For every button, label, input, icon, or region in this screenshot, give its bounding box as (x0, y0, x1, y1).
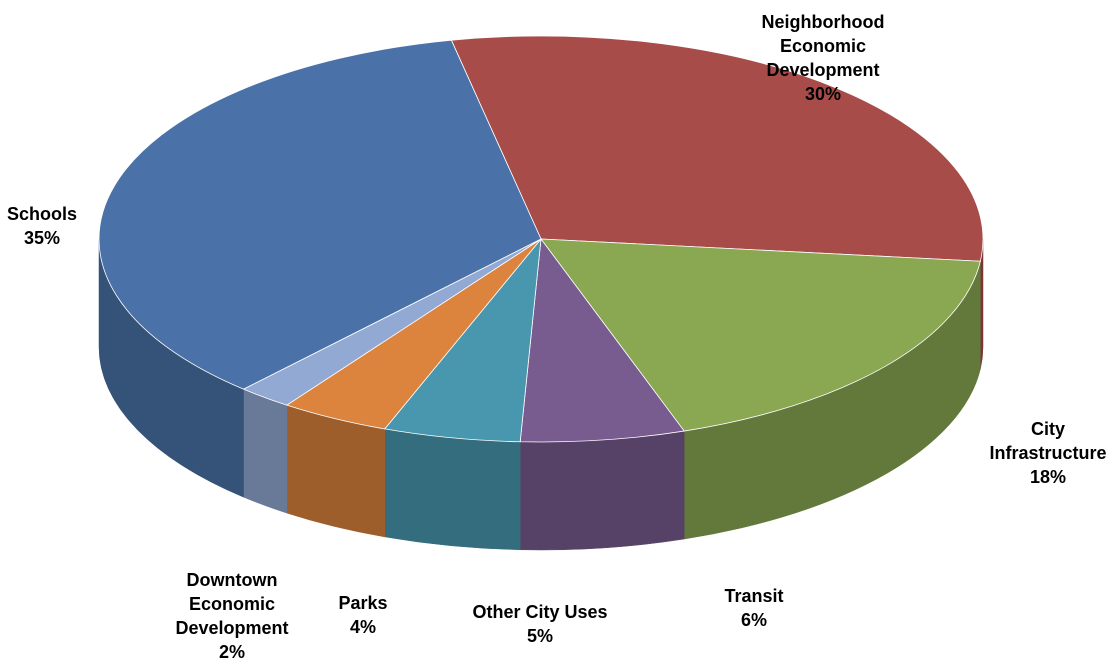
slice-label-percent: 35% (24, 228, 60, 248)
pie-slices (98, 35, 984, 443)
slice-label-city-infrastructure: City Infrastructure 18% (989, 419, 1106, 487)
slice-label-line: Economic (780, 36, 866, 56)
slice-label-line: Development (175, 618, 288, 638)
pie-side-downtown-economic-development (243, 388, 288, 514)
slice-label-schools: Schools 35% (7, 204, 77, 248)
slice-label-percent: 5% (527, 626, 553, 646)
pie-sides (98, 238, 984, 551)
slice-label-line: Development (766, 60, 879, 80)
pie-side-other-city-uses (384, 428, 521, 551)
slice-label-transit: Transit 6% (724, 586, 783, 630)
pie-slice-city-infrastructure (540, 238, 981, 432)
slice-label-neighborhood-economic-development: Neighborhood Economic Development 30% (762, 12, 885, 104)
slice-label-other-city-uses: Other City Uses 5% (472, 602, 607, 646)
slice-label-downtown-economic-development: Downtown Economic Development 2% (175, 570, 288, 662)
pie-slice-neighborhood-economic-development (450, 35, 984, 262)
slice-label-line: Transit (724, 586, 783, 606)
slice-label-percent: 30% (805, 84, 841, 104)
slice-label-percent: 6% (741, 610, 767, 630)
pie-side-transit (519, 430, 685, 551)
pie-slice-transit (519, 237, 685, 443)
slice-label-line: Other City Uses (472, 602, 607, 622)
slice-labels: Neighborhood Economic Development 30% City In… (7, 12, 1107, 662)
slice-label-percent: 18% (1030, 467, 1066, 487)
slice-label-line: Infrastructure (989, 443, 1106, 463)
slice-label-line: Schools (7, 204, 77, 224)
slice-label-percent: 2% (219, 642, 245, 662)
slice-label-line: City (1031, 419, 1065, 439)
slice-label-line: Economic (189, 594, 275, 614)
slice-label-parks: Parks 4% (338, 593, 387, 637)
slice-label-line: Neighborhood (762, 12, 885, 32)
slice-label-line: Downtown (187, 570, 278, 590)
pie-slice-schools (98, 39, 542, 390)
slice-label-line: Parks (338, 593, 387, 613)
slice-label-percent: 4% (350, 617, 376, 637)
